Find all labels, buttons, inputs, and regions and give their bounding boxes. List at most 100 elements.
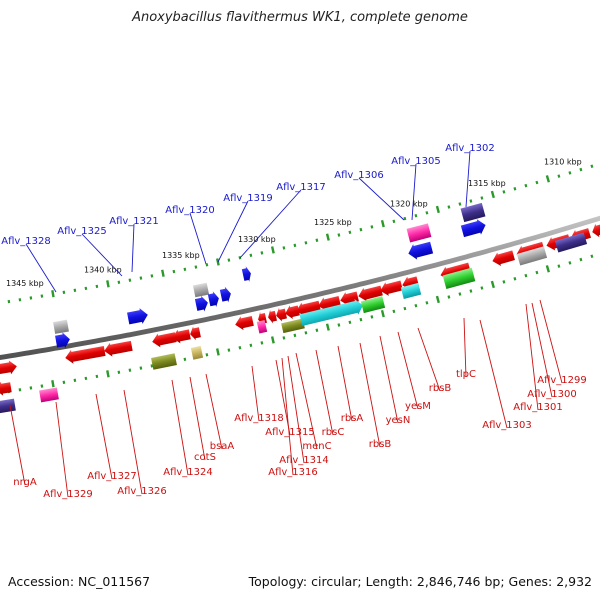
ruler-minor-tick	[238, 346, 242, 350]
bottom-gene-label: Aflv_1329	[43, 489, 93, 500]
map-title: Anoxybacillus flavithermus WK1, complete…	[132, 10, 468, 25]
leader-line	[25, 243, 57, 293]
leader-line	[397, 331, 419, 410]
top-gene-label: Aflv_1317	[276, 182, 326, 193]
ruler-major-tick	[545, 265, 550, 273]
ruler-major-tick	[380, 219, 385, 228]
ruler-minor-tick	[348, 320, 352, 325]
ruler-minor-tick	[150, 274, 154, 278]
ruler-minor-tick	[392, 219, 396, 224]
leader-line	[217, 200, 249, 263]
reverse-gene-arrow	[492, 250, 515, 267]
bottom-gene-label: Aflv_1315	[265, 427, 315, 438]
ruler-minor-tick	[84, 286, 88, 291]
ruler-minor-tick	[117, 280, 121, 284]
leader-line	[337, 345, 353, 422]
top-gene-label: Aflv_1302	[445, 143, 495, 154]
ruler-minor-tick	[414, 303, 418, 308]
ruler-minor-tick	[29, 386, 33, 390]
ruler-minor-tick	[370, 225, 374, 229]
ruler-minor-tick	[513, 187, 517, 191]
bottom-gene-label: Aflv_1303	[482, 420, 532, 431]
ruler-minor-tick	[260, 251, 264, 255]
reverse-gene-arrow	[592, 223, 600, 238]
top-gene-label: Aflv_1306	[334, 170, 384, 181]
ruler-minor-tick	[579, 167, 583, 172]
genome-summary-text: Topology: circular; Length: 2,846,746 bp…	[248, 574, 592, 589]
leader-line	[411, 163, 417, 221]
leader-line	[531, 302, 553, 398]
forward-gene-arrow	[460, 219, 486, 238]
gene-gray-box	[53, 319, 69, 334]
ruler-minor-tick	[337, 233, 341, 237]
ruler-major-tick	[435, 205, 440, 214]
ruler-major-tick	[325, 233, 330, 241]
ruler-minor-tick	[535, 180, 539, 185]
bottom-gene-label: rbsB	[369, 439, 392, 450]
leader-line	[189, 212, 207, 265]
bottom-gene-label: rbsB	[429, 383, 452, 394]
ruler-minor-tick	[95, 284, 99, 289]
ruler-minor-tick	[7, 299, 11, 304]
ruler-minor-tick	[183, 357, 187, 362]
gene-cyan-arrow	[299, 299, 364, 327]
bottom-gene-label: Aflv_1326	[117, 486, 167, 497]
gene-pink-box	[256, 320, 268, 334]
ruler-minor-tick	[502, 190, 506, 194]
bottom-gene-label: cotS	[194, 452, 216, 463]
gene-gray-box	[516, 246, 548, 266]
leader-line	[287, 355, 305, 464]
ruler-major-tick	[435, 295, 440, 304]
reverse-gene-arrow	[380, 280, 403, 296]
bottom-gene-label: Aflv_1301	[513, 402, 563, 413]
reverse-gene-arrow	[318, 295, 341, 312]
feature-layer	[0, 202, 600, 414]
ruler-minor-tick	[579, 257, 583, 262]
gene-khaki-box	[190, 345, 204, 360]
ruler-minor-tick	[524, 183, 528, 188]
reverse-gene-arrow	[358, 285, 383, 302]
ruler-minor-tick	[513, 277, 517, 281]
ruler-major-tick	[51, 380, 55, 388]
gene-navy-box	[460, 202, 486, 223]
reverse-gene-arrow	[0, 360, 17, 375]
leader-line	[315, 349, 334, 436]
top-gene-label: Aflv_1320	[165, 205, 215, 216]
gene-green-box	[360, 296, 386, 314]
leader-line	[359, 342, 381, 448]
bottom-gene-label: Aflv_1327	[87, 471, 137, 482]
scale-ruler-bottom	[7, 254, 594, 394]
leader-line	[525, 303, 539, 411]
forward-gene-arrow	[207, 291, 219, 308]
scale-ruler-top	[7, 164, 594, 304]
ruler-minor-tick	[95, 374, 99, 379]
top-gene-label: Aflv_1325	[57, 226, 107, 237]
leader-line	[239, 189, 302, 259]
leader-line	[465, 150, 471, 208]
ruler-minor-tick	[84, 376, 88, 381]
ruler-major-tick	[161, 269, 165, 277]
bottom-gene-label: rbsA	[341, 413, 364, 424]
ruler-minor-tick	[557, 174, 561, 178]
leader-line	[131, 223, 135, 273]
reverse-gene-arrow	[296, 300, 321, 317]
ruler-major-tick	[270, 246, 275, 254]
ruler-minor-tick	[282, 336, 286, 340]
ruler-minor-tick	[359, 317, 363, 322]
top-gene-label: Aflv_1321	[109, 216, 159, 227]
ruler-minor-tick	[535, 270, 539, 275]
accession-text: Accession: NC_011567	[8, 574, 151, 589]
reverse-gene-arrow	[65, 346, 106, 364]
ruler-minor-tick	[304, 241, 308, 245]
leader-line	[123, 389, 143, 495]
ruler-major-tick	[270, 336, 275, 344]
ruler-major-tick	[490, 280, 495, 289]
ruler-minor-tick	[414, 213, 418, 218]
leader-line	[251, 365, 260, 422]
ruler-minor-tick	[172, 269, 176, 274]
gene-green-box	[442, 267, 476, 289]
label-leader-lines	[9, 150, 563, 498]
bottom-gene-label: bsaA	[210, 441, 235, 452]
